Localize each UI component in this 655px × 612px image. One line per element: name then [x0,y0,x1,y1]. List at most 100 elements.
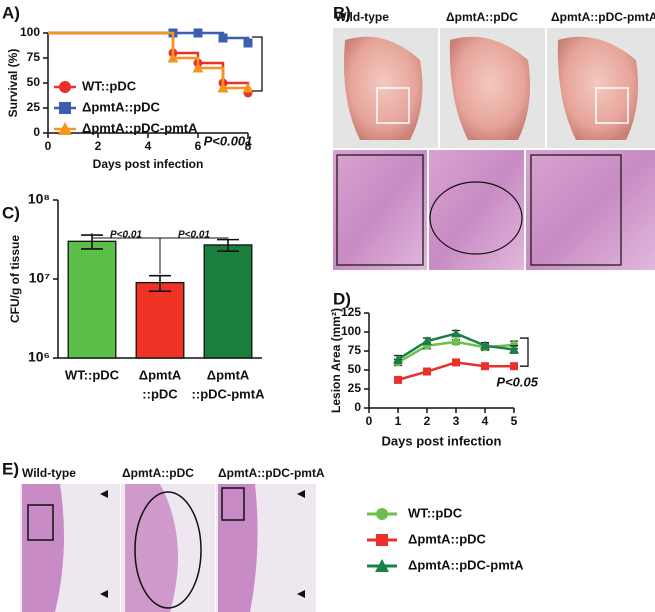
x-tick-label: ΔpmtA [207,367,250,382]
panel-label: C) [2,203,20,222]
lesion-circle [134,491,202,609]
panel-label: A) [2,3,20,22]
panel-label: E) [2,459,19,478]
marker [423,367,431,376]
error-bar [149,274,171,293]
y-tick-label: 75 [348,343,362,357]
marker [452,358,460,367]
marker [509,344,519,354]
y-tick-label: 50 [348,362,362,376]
x-tick-label: 3 [453,414,460,428]
legend-marker [59,102,71,114]
legend-marker [376,508,388,520]
y-tick-label: 50 [27,75,41,89]
x-tick-label: 2 [424,414,431,428]
image-caption: ΔpmtA::pDC [122,466,194,480]
y-tick-label: 25 [348,381,362,395]
legend-label: WT::pDC [408,505,463,520]
marker [510,362,518,371]
survival-line [48,31,248,90]
inset-box [595,87,629,124]
x-tick-label: 8 [245,139,252,153]
lesion-circle [429,181,523,255]
bar [135,281,185,359]
y-axis-label: CFU/g of tissue [8,235,22,323]
tissue [218,484,258,612]
y-tick-label: 10⁶ [28,349,50,365]
x-tick-label: 2 [95,139,102,153]
image-caption: Wild-type [335,10,389,24]
inset-box [376,87,410,124]
p-value: P<0.001 [204,133,253,148]
marker [394,375,402,384]
y-tick-label: 75 [27,50,41,64]
marker [243,38,253,48]
marker [167,52,179,63]
legend-label: ΔpmtA::pDC-pmtA [82,120,198,135]
image-caption: Wild-type [22,466,76,480]
marker [451,328,461,338]
y-axis-label: Survival (%) [6,49,20,118]
legend-marker [58,122,72,135]
tissue [449,36,531,140]
marker [393,354,403,364]
y-tick-label: 125 [341,305,361,319]
marker [242,82,254,93]
marker [481,362,489,371]
x-tick-label: 0 [366,414,373,428]
y-tick-label: 25 [27,100,41,114]
x-tick-label: 4 [145,139,152,153]
panel-label: B) [333,3,351,22]
y-tick-label: 0 [33,125,40,139]
y-tick-label: 100 [20,25,40,39]
legend-label: ΔpmtA::pDC [408,531,487,546]
significance-bracket [520,337,529,367]
x-axis-label: Days post infection [93,157,204,171]
panel-label: D) [333,289,351,308]
x-tick-label: ::pDC-pmtA [192,386,266,401]
marker [193,28,203,38]
x-tick-label: 4 [482,414,489,428]
legend-marker [59,81,71,93]
tissue [125,484,178,612]
marker [452,337,460,346]
marker [192,62,204,73]
x-axis-label: Days post infection [382,433,502,448]
x-tick-label: WT::pDC [65,367,120,382]
x-tick-label: 5 [511,414,518,428]
marker [218,33,228,43]
marker [217,82,229,93]
legend-marker [375,559,389,572]
y-tick-label: 10⁷ [29,270,51,286]
x-tick-label: 1 [395,414,402,428]
y-tick-label: 0 [354,400,361,414]
image-caption: ΔpmtA::pDC-pmtA [551,10,655,24]
x-tick-label: ΔpmtA [139,367,182,382]
x-tick-label: 6 [195,139,202,153]
histology [429,150,524,270]
inset-box [27,504,54,541]
legend-marker [376,534,388,546]
tissue [22,484,64,612]
survival-line [48,31,250,93]
panel-e-images [20,484,316,612]
panel-b-images [333,28,655,270]
significance-bracket [159,237,229,274]
legend-label: ΔpmtA::pDC-pmtA [408,557,524,572]
y-tick-label: 10⁸ [28,191,50,207]
survival-line [48,31,250,43]
error-bar [217,238,239,252]
histology [333,150,427,270]
x-tick-label: 0 [45,139,52,153]
p-value: P<0.01 [178,230,210,241]
inset-box [336,154,424,266]
inset-box [221,487,245,521]
legend-label: ΔpmtA::pDC [82,99,161,114]
legend-label: WT::pDC [82,78,137,93]
bar [67,240,117,359]
marker [422,336,432,346]
image-caption: ΔpmtA::pDC [446,10,518,24]
significance-bracket [252,36,263,92]
histology [526,150,655,270]
